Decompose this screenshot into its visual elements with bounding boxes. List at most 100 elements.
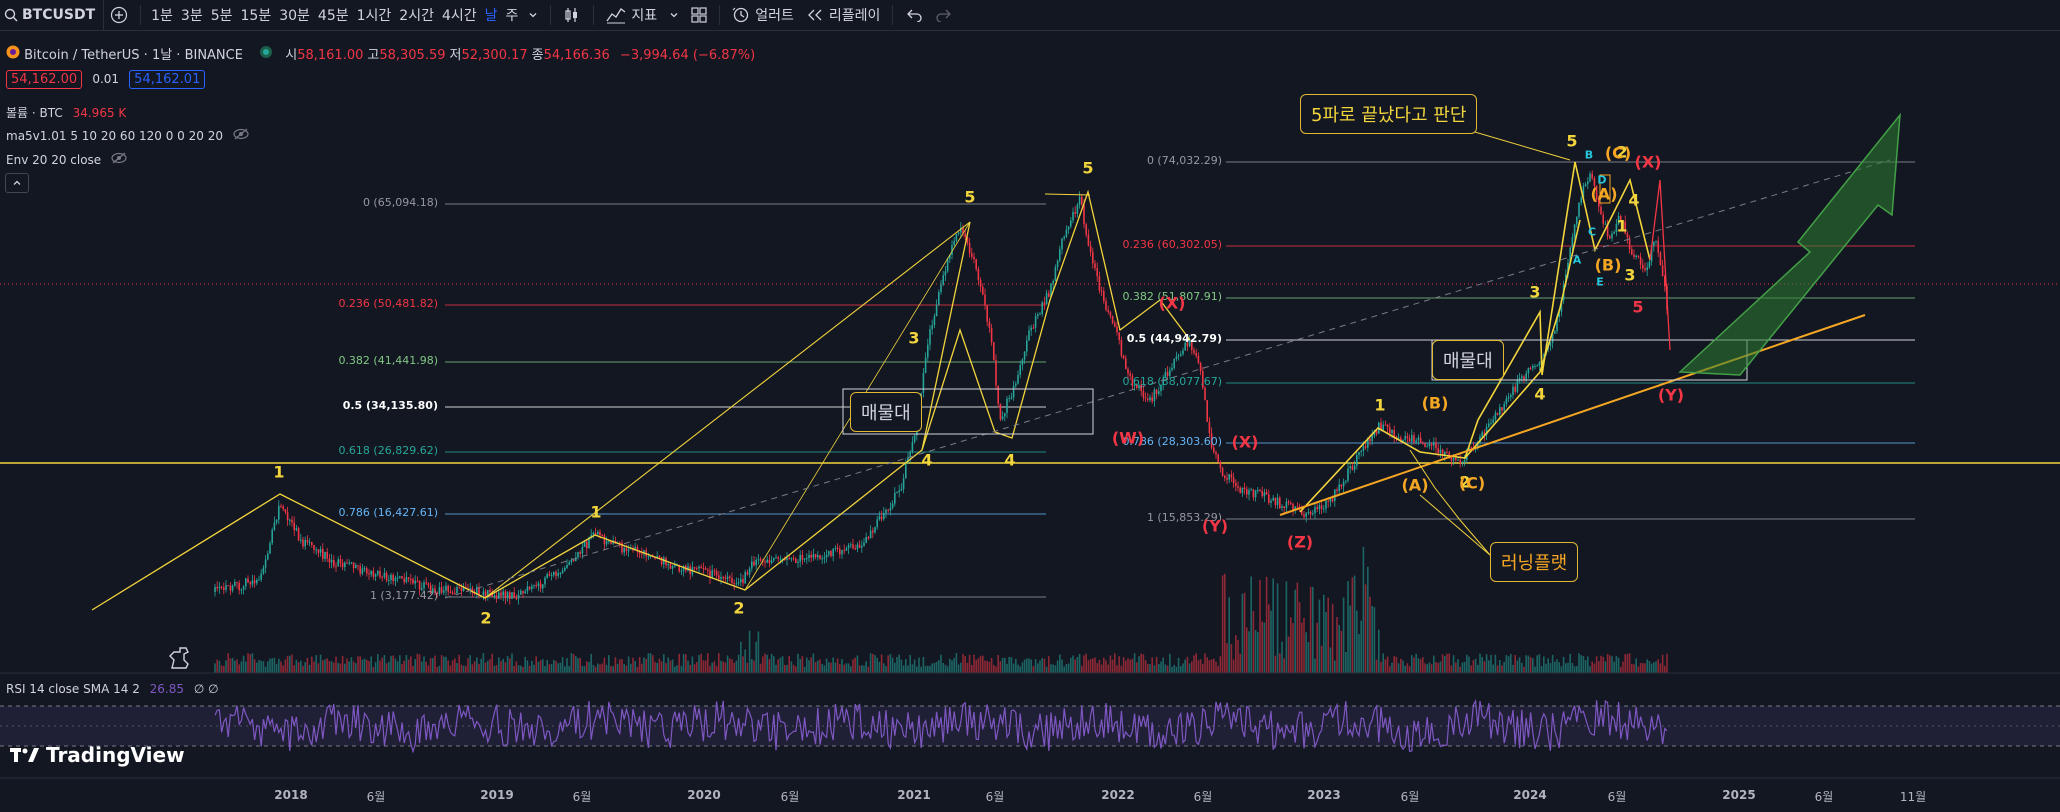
wave-label[interactable]: 5: [1082, 158, 1094, 178]
ma-label[interactable]: ma5v1.01 5 10 20 60 120 0 0 20 20: [6, 129, 223, 143]
price-chart[interactable]: [0, 0, 2060, 780]
elliott-wave-line[interactable]: [921, 189, 1191, 451]
dino-icon[interactable]: [166, 644, 192, 674]
wave-label[interactable]: 4: [921, 450, 933, 470]
candle-body: [1188, 340, 1191, 347]
xaxis-tick: 6월: [1193, 790, 1213, 804]
wave-label[interactable]: 1: [1616, 216, 1628, 236]
eye-hidden-icon[interactable]: [233, 128, 249, 140]
elliott-wave-line[interactable]: [1299, 161, 1651, 513]
symbol-title[interactable]: Bitcoin / TetherUS · 1날 · BINANCE: [24, 48, 243, 63]
wave-label[interactable]: B: [1584, 148, 1594, 162]
chart-type-button[interactable]: [557, 0, 587, 30]
candle-body: [1173, 358, 1175, 368]
wave-label[interactable]: A: [1572, 253, 1582, 267]
indicators-button[interactable]: 지표: [600, 0, 663, 30]
callout-leader[interactable]: [1419, 494, 1491, 556]
undo-button[interactable]: [899, 0, 929, 30]
running-flat-callout[interactable]: 러닝플랫: [1490, 542, 1579, 582]
wave-label[interactable]: 5: [1566, 131, 1578, 151]
bullish-arrow[interactable]: [1678, 112, 1901, 376]
trend-line[interactable]: [484, 221, 971, 599]
volume-bar: [271, 658, 273, 673]
wave-label[interactable]: (Y): [1657, 385, 1685, 405]
interval-0[interactable]: 1분: [151, 8, 173, 24]
wave-label[interactable]: (X): [1158, 293, 1186, 313]
five-wave-callout[interactable]: 5파로 끝났다고 판단: [1300, 94, 1478, 134]
redo-button[interactable]: [929, 0, 959, 30]
interval-2[interactable]: 5분: [210, 8, 233, 24]
supply-zone-right-label[interactable]: 매물대: [1432, 340, 1504, 380]
fib-retracement-left[interactable]: [445, 203, 1046, 598]
wave-label[interactable]: 3: [1624, 265, 1636, 285]
wave-label[interactable]: 3: [1529, 282, 1541, 302]
wave-label[interactable]: (A): [1590, 184, 1618, 204]
volume-bar: [1118, 656, 1120, 673]
wave-label[interactable]: D: [1597, 173, 1607, 187]
wave-label[interactable]: 2: [1459, 472, 1471, 492]
wave-label[interactable]: (W): [1111, 428, 1145, 448]
wave-label[interactable]: (B): [1594, 255, 1622, 275]
volume-bar: [788, 655, 790, 673]
wave-label[interactable]: E: [1596, 275, 1604, 289]
wave-label[interactable]: 4: [1534, 384, 1546, 404]
wave-label[interactable]: (Z): [1286, 532, 1314, 552]
interval-3[interactable]: 15분: [240, 8, 272, 24]
wave-label[interactable]: (C): [1458, 473, 1486, 493]
env-label[interactable]: Env 20 20 close: [6, 153, 102, 167]
symbol-search[interactable]: BTCUSDT: [0, 0, 105, 30]
interval-8[interactable]: 4시간: [441, 8, 477, 24]
layout-button[interactable]: [685, 0, 713, 30]
collapse-legend-button[interactable]: [5, 173, 29, 193]
supply-zone-left-label[interactable]: 매물대: [850, 392, 922, 432]
interval-dropdown-button[interactable]: [522, 0, 544, 30]
dashed-trend-line[interactable]: [444, 159, 1891, 599]
elliott-wave-line[interactable]: [91, 221, 971, 611]
interval-1[interactable]: 3분: [180, 8, 203, 24]
wave-label[interactable]: (X): [1634, 152, 1662, 172]
wave-label[interactable]: (B): [1421, 393, 1449, 413]
wave-label[interactable]: 5: [964, 187, 976, 207]
indicators-dropdown-button[interactable]: [663, 0, 685, 30]
drawings[interactable]: [91, 109, 1901, 611]
wave-label[interactable]: 1: [590, 502, 602, 522]
interval-6[interactable]: 1시간: [356, 8, 392, 24]
wave-label[interactable]: (A): [1401, 475, 1429, 495]
wave-label[interactable]: (C): [1604, 143, 1632, 163]
elliott-wave-line[interactable]: [1464, 219, 1581, 459]
wave-label[interactable]: 3: [908, 328, 920, 348]
interval-4[interactable]: 30분: [279, 8, 310, 24]
wave-label[interactable]: 4: [1628, 190, 1640, 210]
sell-price-button[interactable]: 54,162.00: [6, 70, 83, 89]
time-axis[interactable]: 2018 6월 2019 6월 2020 6월 2021 6월 2022 6월 2023 6월 2024…: [0, 778, 2060, 812]
wave-box[interactable]: [1599, 174, 1611, 204]
alert-button[interactable]: 얼러트: [726, 0, 800, 30]
wave-label[interactable]: 2: [733, 598, 745, 618]
wave-label[interactable]: 1: [273, 462, 285, 482]
wave-label[interactable]: (X): [1231, 432, 1259, 452]
interval-9[interactable]: 날: [484, 8, 498, 24]
buy-price-button[interactable]: 54,162.01: [129, 70, 206, 89]
volume-label[interactable]: 볼륨 · BTC: [6, 106, 63, 120]
wave-label[interactable]: (Y): [1201, 516, 1229, 536]
interval-7[interactable]: 2시간: [399, 8, 434, 24]
wave-label[interactable]: C: [1587, 225, 1597, 239]
wave-label[interactable]: 1: [1374, 395, 1386, 415]
rsi-label[interactable]: RSI 14 close SMA 14 2: [6, 682, 140, 696]
tradingview-logo[interactable]: TradingView: [10, 743, 185, 767]
wave-label[interactable]: 2: [480, 608, 492, 628]
eye-hidden-icon[interactable]: [111, 152, 127, 164]
wave-label[interactable]: 4: [1004, 450, 1016, 470]
volume-bar: [1657, 659, 1659, 673]
orange-trend-line[interactable]: [1279, 314, 1866, 516]
interval-5[interactable]: 45분: [317, 8, 349, 24]
add-symbol-button[interactable]: [104, 0, 134, 30]
interval-10[interactable]: 주: [505, 8, 519, 24]
wave-label[interactable]: 2: [1616, 142, 1628, 162]
replay-button[interactable]: 리플레이: [800, 0, 887, 30]
wave-label[interactable]: 5: [1632, 297, 1644, 317]
supply-zone-box[interactable]: [842, 388, 1094, 435]
callout-leader[interactable]: [1409, 449, 1491, 556]
fib-anchor[interactable]: [1044, 193, 1091, 196]
red-wave-line[interactable]: [1649, 179, 1671, 351]
